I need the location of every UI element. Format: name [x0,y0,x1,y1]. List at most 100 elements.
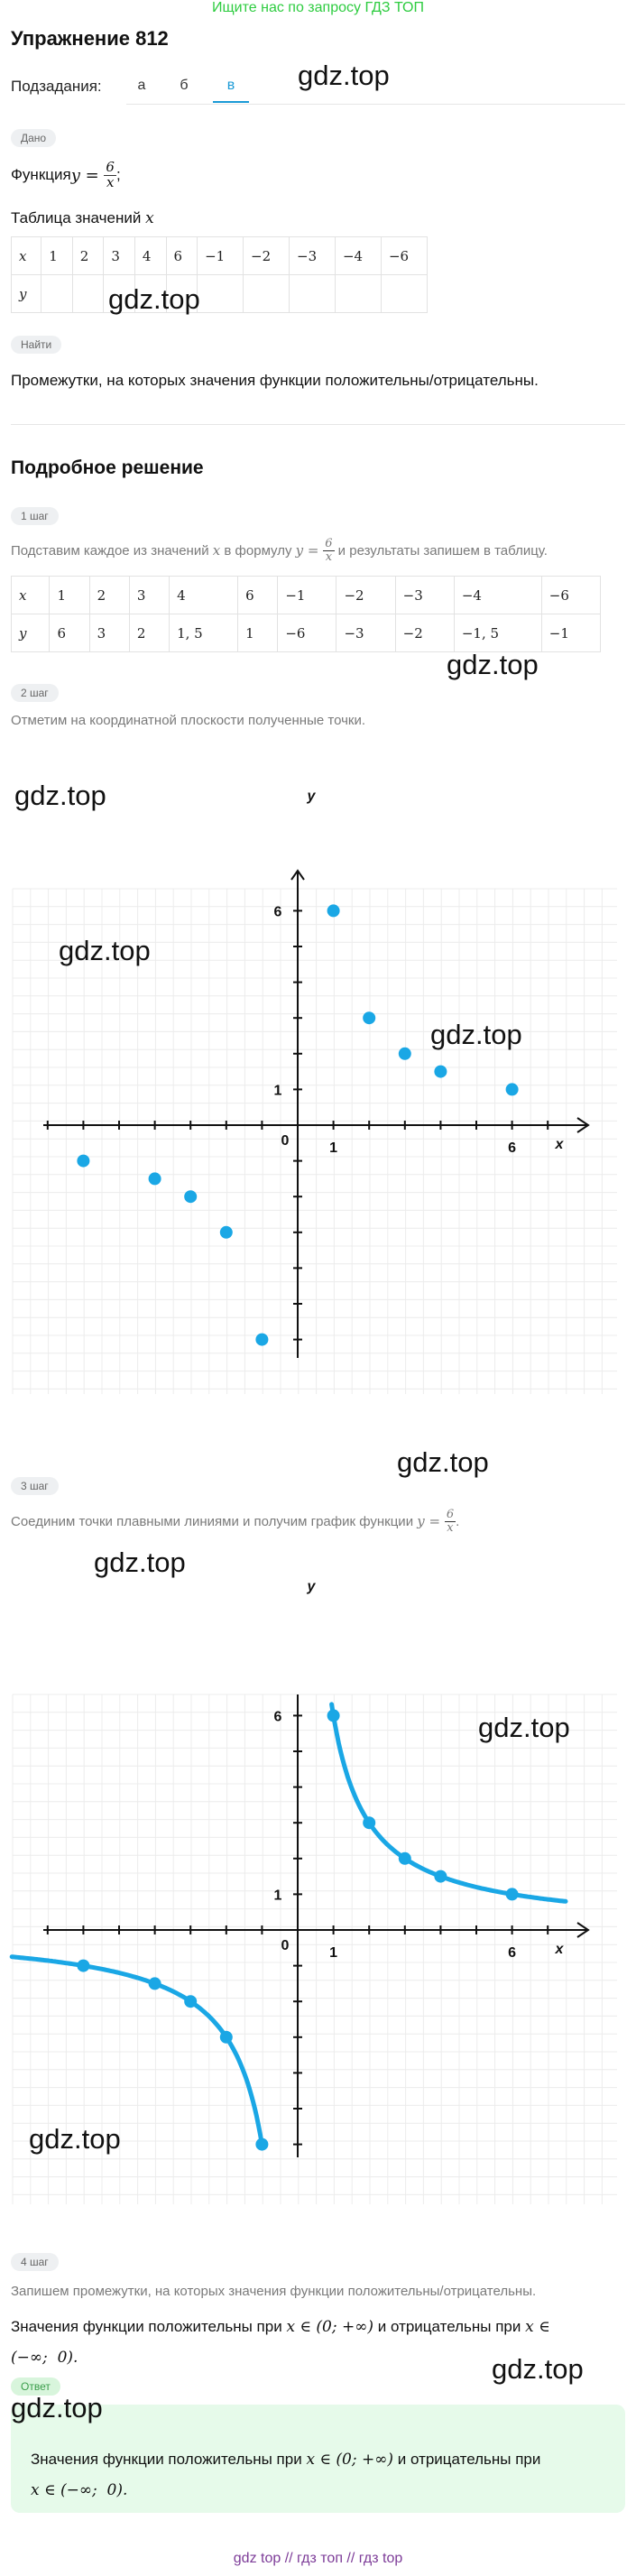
subtask-tab-b[interactable]: б [180,78,189,93]
step1-values-table: x 1 2 3 4 6 −1 −2 −3 −4 −6 y 6 3 2 1, 5 1 −6 −3 −2 −1, 5 −1 [10,576,602,652]
find-pill: Найти [11,336,62,354]
table-row-y: y [10,274,429,313]
table-header-cell: y [10,614,51,652]
given-table-caption-var: x [145,209,154,227]
hyperbola-chart: y x 0 1 6 1 6 [9,1582,617,2204]
table-cell: 4 [134,236,167,275]
step1-fraction: 6 x [323,538,335,564]
table-cell [334,274,382,313]
step4-text: Запишем промежутки, на которых значения … [11,2284,537,2299]
conclusion-interval-negative: (−∞; 0). [11,2349,78,2367]
table-cell: −4 [453,576,542,614]
table-cell: −1, 5 [453,614,542,652]
search-banner: Ищите нас по запросу ГДЗ ТОП [212,0,424,15]
watermark: gdz.top [11,2392,103,2424]
table-cell: 6 [49,614,90,652]
y-tick-label: 6 [274,904,282,919]
table-cell: −4 [334,236,382,275]
table-cell: 2 [128,614,171,652]
data-point [148,1172,161,1186]
table-cell: 6 [237,576,279,614]
step3-text-suffix: . [456,1513,460,1529]
table-row-x: x 1 2 3 4 6 −1 −2 −3 −4 −6 [10,236,429,275]
table-cell: −6 [380,236,429,275]
table-cell: −3 [289,236,336,275]
data-point [77,1154,90,1168]
subtask-tab-v[interactable]: в [213,78,249,103]
table-cell: −2 [394,614,455,652]
points-chart: y x 0 1 6 1 6 [12,789,617,1394]
data-point [434,1870,447,1883]
watermark: gdz.top [397,1446,489,1478]
data-point [327,904,340,918]
watermark: gdz.top [108,283,200,315]
table-cell [197,274,244,313]
watermark: gdz.top [478,1712,570,1743]
watermark: gdz.top [14,780,106,811]
given-function-prefix: Функция [11,166,71,184]
given-numerator: 6 [104,159,116,176]
step1-eq: = [303,542,324,559]
table-cell: 2 [71,236,105,275]
conclusion-interval-positive: x ∈ (0; +∞) [286,2318,374,2336]
data-point [255,1333,269,1346]
step1-text-suffix: и результаты запишем в таблицу. [334,542,548,559]
data-point [327,1709,340,1722]
answer-box: Значения функции положительны при x ∈ (0… [11,2405,625,2513]
watermark: gdz.top [298,60,390,91]
subtasks-label: Подзадания: [11,78,102,95]
given-values-table: x 1 2 3 4 6 −1 −2 −3 −4 −6 y [10,236,429,313]
step2-pill: 2 шаг [11,684,59,702]
table-cell: −6 [540,576,602,614]
origin-label: 0 [281,1938,290,1953]
footer-links[interactable]: gdz top // гдз топ // гдз top [233,2551,403,2566]
answer-text: Значения функции положительны при x ∈ (0… [31,2444,608,2506]
table-cell: 3 [88,614,130,652]
table-cell: −6 [277,614,337,652]
data-point [505,1888,519,1901]
data-point [434,1065,447,1078]
step1-text-var: x [212,542,221,559]
answer-interval-negative: x ∈ (−∞; 0). [31,2481,128,2499]
table-cell: 1 [41,236,73,275]
step1-denominator: x [325,549,333,564]
tabs-divider [126,104,625,105]
watermark: gdz.top [59,935,151,966]
watermark: gdz.top [430,1019,522,1050]
step3-y: y [417,1513,425,1530]
step1-y: y [295,542,304,559]
table-cell: −2 [336,576,396,614]
watermark: gdz.top [492,2353,584,2385]
data-point [184,1995,198,2008]
data-point [184,1190,198,1204]
step1-pill: 1 шаг [11,507,59,525]
table-cell [41,274,73,313]
hyperbola-branch-negative [9,1954,264,2147]
table-cell [243,274,290,313]
step3-text: Соединим точки плавными линиями и получи… [11,1509,459,1534]
table-cell: −3 [336,614,396,652]
x-tick-label: 1 [329,1945,337,1961]
table-header-cell: x [10,236,42,275]
table-cell [380,274,429,313]
x-tick-label: 6 [508,1140,516,1156]
watermark: gdz.top [94,1547,186,1578]
y-tick-label: 6 [274,1709,282,1724]
conclusion-x: x ∈ [525,2318,550,2336]
find-text: Промежутки, на которых значения функции … [11,372,539,389]
table-cell: 1 [49,576,90,614]
step3-fraction: 6 x [444,1509,456,1534]
y-tick-label: 1 [274,1888,282,1903]
data-point [148,1977,161,1990]
step3-eq: = [424,1513,445,1530]
table-header-cell: y [10,274,42,313]
table-cell: 1, 5 [169,614,239,652]
subtask-tab-a[interactable]: а [137,78,146,93]
answer-text-1: Значения функции положительны при [31,2451,307,2468]
answer-text-2: и отрицательны при [393,2451,541,2468]
given-y: y [70,165,80,185]
watermark: gdz.top [29,2123,121,2155]
table-cell: −1 [197,236,244,275]
data-point [219,2030,233,2044]
given-function: Функция y = 6 x ; [11,159,121,190]
